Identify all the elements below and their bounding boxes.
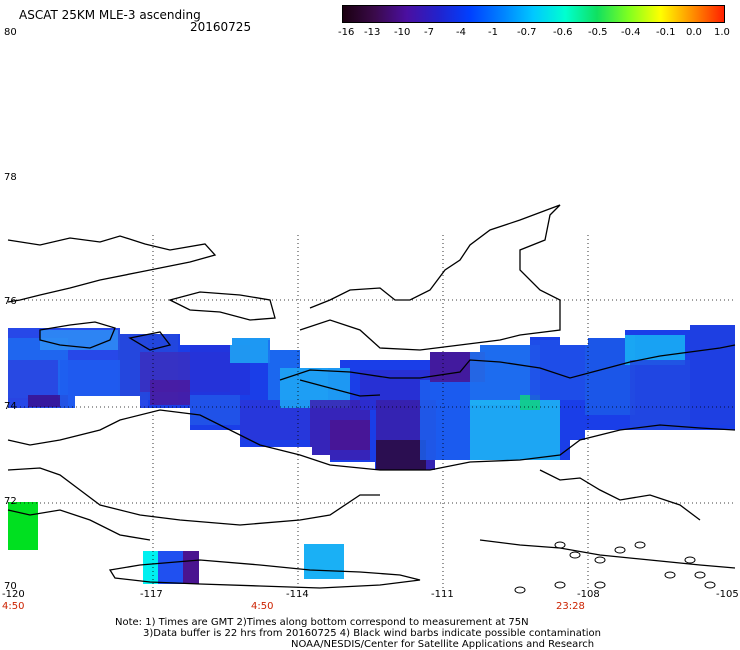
lat-label-70: 70 (4, 581, 17, 592)
lon-label-114: -114 (286, 589, 309, 600)
lat-label-72: 72 (4, 496, 17, 507)
island (684, 556, 696, 564)
coastline (39, 321, 116, 349)
coastline (539, 469, 701, 521)
coastline (128, 331, 172, 351)
lon-label-108: -108 (577, 589, 600, 600)
island (664, 571, 676, 579)
time-label-end: 23:28 (556, 601, 585, 612)
coastline (299, 379, 381, 397)
coastline (229, 424, 736, 471)
island (514, 586, 526, 594)
swath-cell (60, 360, 120, 410)
swath-cell (630, 360, 690, 430)
data-swath (8, 325, 735, 470)
data-patch (304, 544, 344, 579)
lon-label-111: -111 (431, 589, 454, 600)
island (554, 541, 566, 549)
note-line-2: 3)Data buffer is 22 hrs from 20160725 4)… (143, 628, 601, 639)
colorbar-label: -13 (364, 27, 381, 38)
colorbar-label: 0.0 (686, 27, 702, 38)
lon-label-120: -120 (2, 589, 25, 600)
colorbar-label: -0.5 (588, 27, 608, 38)
note-line-3: NOAA/NESDIS/Center for Satellite Applica… (291, 639, 595, 650)
island (569, 551, 581, 559)
colorbar-label: 1.0 (714, 27, 730, 38)
colorbar-label: -0.4 (621, 27, 641, 38)
coastline (299, 204, 561, 351)
colorbar-label: -7 (424, 27, 434, 38)
swath-cell (8, 360, 58, 400)
colorbar-label: -0.7 (517, 27, 537, 38)
swath-cell (330, 420, 370, 450)
map-date: 20160725 (190, 20, 252, 34)
data-patch (158, 551, 183, 584)
coastline (7, 235, 217, 303)
swath-cell (230, 338, 270, 363)
swath-cell (28, 395, 68, 407)
island (554, 581, 566, 589)
time-label-mid: 4:50 (251, 601, 274, 612)
data-patch (183, 551, 199, 584)
note-line-1: Note: 1) Times are GMT 2)Times along bot… (115, 617, 529, 628)
island (614, 546, 626, 554)
lat-label-80: 80 (4, 27, 17, 38)
lat-label-74: 74 (4, 401, 17, 412)
swath-cell (376, 440, 426, 470)
swath-cell (470, 400, 560, 460)
island (594, 581, 606, 589)
island (634, 541, 646, 549)
island (594, 556, 606, 564)
time-label-start: 4:50 (2, 601, 25, 612)
island (694, 571, 706, 579)
colorbar-label: -0.6 (553, 27, 573, 38)
swath-cell (690, 325, 735, 425)
colorbar-label: -1 (488, 27, 498, 38)
colorbar-label: -0.1 (656, 27, 676, 38)
swath-cell (190, 395, 240, 425)
lat-label-76: 76 (4, 296, 17, 307)
data-patch (143, 551, 159, 584)
lat-label-78: 78 (4, 172, 17, 183)
colorbar-label: -10 (394, 27, 411, 38)
coastlines (7, 204, 736, 589)
swath-cell (150, 380, 190, 405)
colorbar-label: -16 (338, 27, 355, 38)
map-title: ASCAT 25KM MLE-3 ascending (19, 8, 201, 22)
coastline (108, 559, 421, 589)
swath-cell (530, 340, 590, 400)
lon-label-105: -105 (716, 589, 739, 600)
colorbar (342, 5, 725, 23)
coastline (479, 539, 736, 569)
lon-label-117: -117 (140, 589, 163, 600)
data-patch (8, 502, 38, 550)
colorbar-label: -4 (456, 27, 466, 38)
grid-lines (8, 235, 735, 588)
swath-cell (420, 380, 470, 460)
coastline (279, 344, 736, 381)
coastline (7, 409, 231, 446)
coastline (168, 291, 276, 321)
coastline (7, 467, 380, 526)
island (704, 581, 716, 589)
coastline (7, 509, 151, 541)
